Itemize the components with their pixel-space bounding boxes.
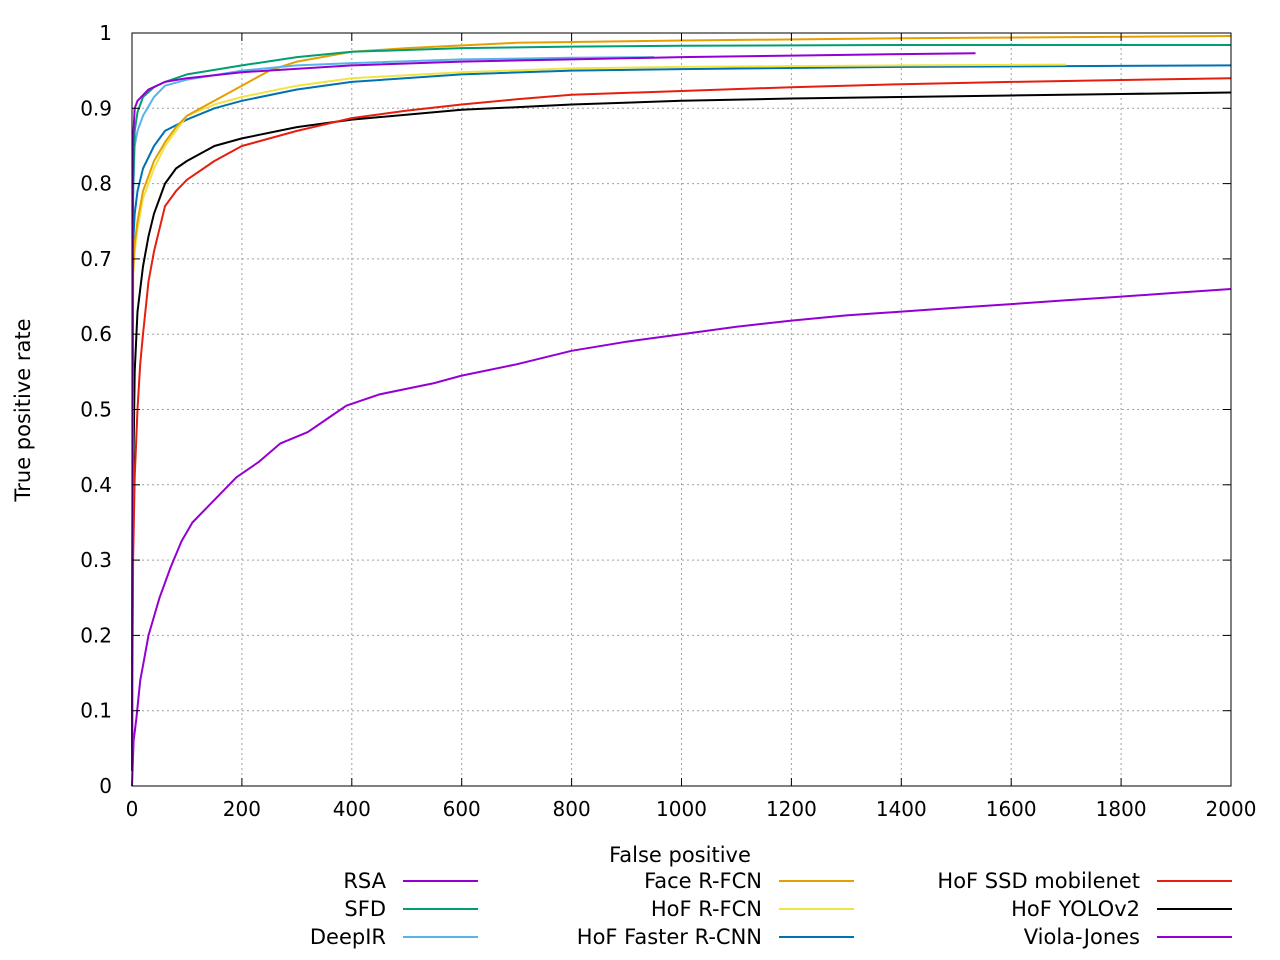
series-line-rsa (131, 52, 976, 771)
series-line-hof-ssd-mobilenet (131, 77, 1232, 771)
x-tick-label: 2000 (1206, 797, 1257, 821)
x-tick-label: 800 (553, 797, 591, 821)
series-line-hof-r-fcn (131, 63, 1067, 771)
legend-label-sfd: SFD (344, 897, 386, 921)
y-tick-label: 0.2 (80, 623, 112, 647)
x-tick-label: 1000 (656, 797, 707, 821)
series-line-hof-yolov2 (131, 91, 1232, 771)
legend-label-hof-yolov2: HoF YOLOv2 (1011, 897, 1140, 921)
series-line-viola-jones (131, 288, 1232, 787)
y-tick-label: 0.6 (80, 322, 112, 346)
x-axis-label: False positive (609, 843, 751, 867)
x-tick-label: 600 (443, 797, 481, 821)
legend-label-hof-faster-r-cnn: HoF Faster R-CNN (577, 925, 762, 949)
y-tick-label: 0 (99, 774, 112, 798)
series-line-face-r-fcn (131, 35, 1232, 771)
series-lines (131, 35, 1232, 787)
axis-ticks: 0 200 400 600 800 1000 1200 1400 1600 1800 2000 0 0.… (80, 21, 1256, 821)
x-tick-label: 1600 (986, 797, 1037, 821)
legend: RSA SFD DeepIR Face R-FCN HoF R-FCN HoF Faste… (310, 869, 1232, 949)
y-tick-label: 0.8 (80, 172, 112, 196)
legend-label-viola-jones: Viola-Jones (1024, 925, 1140, 949)
y-tick-label: 0.4 (80, 473, 112, 497)
y-tick-label: 0.3 (80, 548, 112, 572)
x-tick-label: 1200 (766, 797, 817, 821)
y-tick-label: 0.9 (80, 96, 112, 120)
x-tick-label: 1400 (876, 797, 927, 821)
x-tick-label: 200 (223, 797, 261, 821)
x-tick-label: 1800 (1096, 797, 1147, 821)
y-tick-label: 0.5 (80, 398, 112, 422)
series-line-hof-faster-r-cnn (131, 64, 1232, 771)
legend-label-hof-ssd-mobilenet: HoF SSD mobilenet (937, 869, 1140, 893)
legend-label-deepir: DeepIR (310, 925, 386, 949)
grid (132, 33, 1231, 786)
legend-label-face-r-fcn: Face R-FCN (644, 869, 762, 893)
y-tick-label: 1 (99, 21, 112, 45)
y-tick-label: 0.1 (80, 699, 112, 723)
x-tick-label: 0 (126, 797, 139, 821)
legend-label-rsa: RSA (343, 869, 386, 893)
y-tick-label: 0.7 (80, 247, 112, 271)
x-tick-label: 400 (333, 797, 371, 821)
legend-label-hof-r-fcn: HoF R-FCN (651, 897, 762, 921)
series-line-sfd (131, 44, 1231, 771)
y-axis-label: True positive rate (11, 319, 35, 503)
